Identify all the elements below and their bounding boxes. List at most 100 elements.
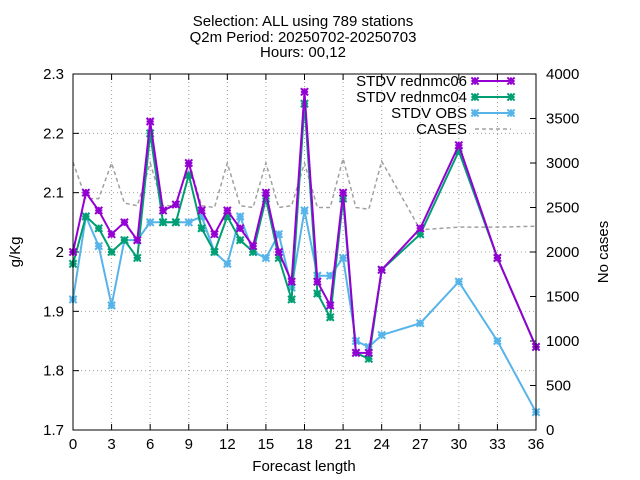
data-point [300,206,309,215]
data-point [235,212,245,221]
data-point [454,140,464,150]
y-tick-label: 1.8 [43,363,64,380]
data-point [171,218,181,227]
data-point [261,188,271,197]
x-tick-label: 18 [296,436,313,453]
data-point [248,241,258,251]
data-point [235,235,245,245]
y2-tick-label: 2000 [546,244,579,261]
data-point [313,277,322,286]
data-point [287,277,296,286]
y-tick-label: 1.7 [43,422,64,439]
plot-frame [72,73,537,431]
data-point [415,318,425,328]
x-tick-label: 33 [489,436,506,453]
series-cases [72,155,537,231]
x-tick-label: 12 [219,436,236,453]
data-point [300,87,309,97]
series-line [72,210,537,413]
x-tick-label: 15 [258,436,275,453]
data-point [107,247,116,257]
title-line-3: Hours: 00,12 [260,44,346,61]
data-point [197,223,206,233]
y2-tick-label: 1500 [546,289,579,306]
data-point [274,247,284,257]
series-stdv-rednmc04 [68,99,541,364]
data-point [506,108,516,118]
data-point [313,289,322,298]
data-point [470,76,480,86]
x-tick-label: 3 [107,436,115,453]
x-tick-label: 36 [528,436,545,453]
data-point [325,301,335,310]
y2-tick-label: 1000 [546,333,579,350]
x-tick-label: 27 [412,436,429,453]
y2-tick-label: 3000 [546,155,579,172]
data-point [506,92,516,102]
y-tick-label: 2.1 [43,185,64,202]
legend-item: STDV rednmc06 [356,73,516,90]
x-tick-label: 0 [69,436,77,453]
y2-tick-label: 2500 [546,200,579,217]
legend-label: STDV rednmc04 [356,89,467,106]
data-point [197,206,206,215]
data-point [171,200,181,209]
series-stdv-rednmc06 [68,87,541,358]
data-point [81,188,91,197]
series-line [72,155,537,231]
x-tick-label: 21 [335,436,352,453]
data-point [415,223,425,233]
title-line-2: Q2m Period: 20250702-20250703 [190,29,417,46]
x-tick-label: 30 [450,436,467,453]
data-point [158,206,168,215]
legend-item: STDV OBS [391,105,516,122]
y2-tick-label: 3500 [546,111,579,128]
legend-item: STDV rednmc04 [356,89,516,106]
x-axis-label: Forecast length [252,458,355,475]
data-point [107,301,116,310]
data-point [184,158,194,168]
data-point [145,218,155,227]
data-point [223,206,232,215]
y-tick-label: 2.2 [43,125,64,142]
data-point [132,253,142,263]
data-point [325,312,335,322]
x-tick-label: 24 [373,436,390,453]
data-point [493,336,502,346]
data-point [454,277,464,286]
series-layer [68,87,541,417]
data-point [107,229,116,239]
legend-item: CASES [416,121,511,138]
data-point [364,348,374,358]
data-point [287,295,296,304]
data-point [235,223,245,233]
data-point [120,218,129,227]
title-line-1: Selection: ALL using 789 stations [193,13,413,30]
y-axis-label: g/Kg [7,237,24,268]
y2-axis-label: No cases [595,221,612,284]
data-point [493,253,502,263]
y-tick-label: 1.9 [43,303,64,320]
legend-label: CASES [416,121,467,138]
y2-tick-label: 500 [546,378,571,395]
data-point [158,218,168,227]
data-point [94,241,104,251]
chart-title: Selection: ALL using 789 stations Q2m Pe… [190,13,417,61]
data-point [338,188,348,197]
data-point [470,108,480,118]
data-point [223,259,232,269]
legend-label: STDV rednmc06 [356,73,467,90]
data-point [132,235,142,245]
data-point [377,265,386,275]
data-point [470,92,480,102]
series-line [72,103,537,361]
data-point [81,212,91,221]
data-point [506,76,516,86]
data-point [351,348,361,358]
data-point [210,229,219,239]
axis-ticks: 0 3 6 9 12 15 18 21 24 27 30 33 361.71.81.922.12.22.… [43,66,579,453]
data-point [145,117,155,126]
y-tick-label: 2.3 [43,66,64,83]
